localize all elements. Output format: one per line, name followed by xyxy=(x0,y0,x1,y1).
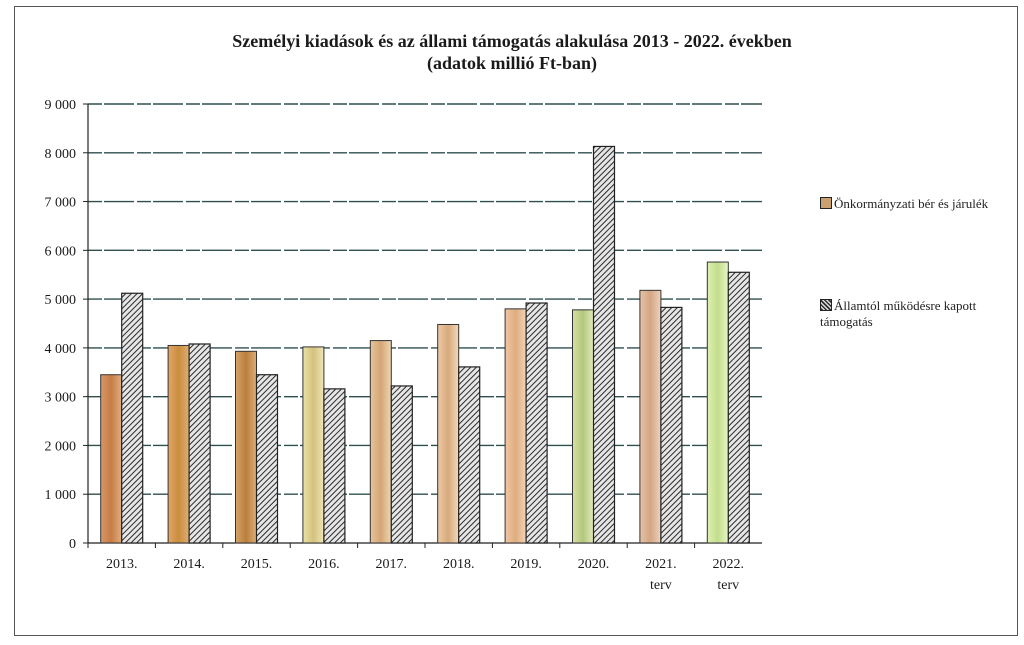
bar-allami xyxy=(660,306,683,544)
legend-label-allami: Államtól működésre kapott xyxy=(834,298,977,313)
bars xyxy=(100,145,750,544)
y-tick-label: 9 000 xyxy=(45,98,77,113)
x-tick-label: 2015. xyxy=(241,557,273,572)
bar-allami xyxy=(188,343,211,544)
x-tick-label: terv xyxy=(650,578,672,593)
bar-onkormanyzati xyxy=(639,289,662,544)
bar-onkormanyzati xyxy=(437,323,460,544)
y-tick-label: 2 000 xyxy=(45,439,77,454)
bar-onkormanyzati xyxy=(302,346,325,544)
tick-labels: 0 1 000 2 000 3 000 4 000 5 000 6 000 7 000 8 00… xyxy=(45,98,745,593)
bar-allami xyxy=(592,145,616,544)
y-tick-label: 1 000 xyxy=(45,488,77,503)
x-tick-label: 2021. xyxy=(645,557,677,572)
y-tick-label: 6 000 xyxy=(45,244,77,259)
bar-onkormanyzati xyxy=(572,309,594,544)
y-tick-label: 4 000 xyxy=(45,342,77,357)
x-tick-label: 2017. xyxy=(376,557,408,572)
x-tick-label: 2013. xyxy=(106,557,138,572)
chart-title: Személyi kiadások és az állami támogatás… xyxy=(232,31,792,51)
x-tick-label: 2019. xyxy=(510,557,542,572)
legend-swatch-allami xyxy=(820,299,832,311)
x-tick-label: terv xyxy=(717,578,739,593)
bar-allami xyxy=(727,271,750,544)
x-tick-label: 2020. xyxy=(578,557,610,572)
legend-swatch-onkormanyzati xyxy=(820,197,832,209)
y-tick-label: 3 000 xyxy=(45,391,77,406)
x-tick-label: 2014. xyxy=(173,557,205,572)
bar-onkormanyzati xyxy=(167,344,190,544)
y-tick-label: 0 xyxy=(69,537,76,552)
bar-onkormanyzati xyxy=(100,374,123,544)
bar-onkormanyzati xyxy=(504,308,527,544)
legend-label-onkormanyzati: Önkormányzati bér és járulék xyxy=(834,196,989,211)
y-tick-label: 5 000 xyxy=(45,293,77,308)
bar-onkormanyzati xyxy=(706,261,729,544)
bar-allami xyxy=(121,292,144,544)
bar-allami xyxy=(390,385,413,544)
y-tick-label: 7 000 xyxy=(45,196,77,211)
chart-frame xyxy=(14,6,1018,636)
x-tick-label: 2018. xyxy=(443,557,475,572)
legend-label-allami-line2: támogatás xyxy=(820,314,873,329)
bar-allami xyxy=(525,302,548,544)
chart-subtitle: (adatok millió Ft-ban) xyxy=(426,53,597,73)
y-tick-label: 8 000 xyxy=(45,147,77,162)
legend-item-allami: Államtól működésre kapott támogatás xyxy=(820,298,976,330)
bar-allami xyxy=(458,366,481,544)
bar-allami xyxy=(323,388,346,544)
legend-item-onkormanyzati: Önkormányzati bér és járulék xyxy=(820,196,988,212)
bar-allami xyxy=(255,374,279,544)
bar-onkormanyzati xyxy=(235,350,257,544)
x-tick-label: 2016. xyxy=(308,557,340,572)
bar-onkormanyzati xyxy=(369,340,392,544)
x-tick-label: 2022. xyxy=(713,557,745,572)
